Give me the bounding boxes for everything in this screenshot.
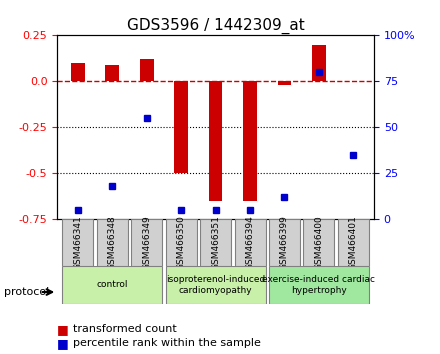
Bar	[278, 81, 291, 85]
FancyBboxPatch shape	[269, 266, 369, 304]
FancyBboxPatch shape	[235, 219, 265, 266]
Text: ■: ■	[57, 323, 69, 336]
Bar	[243, 81, 257, 201]
Text: exercise-induced cardiac
hypertrophy: exercise-induced cardiac hypertrophy	[262, 275, 375, 295]
Text: GSM466349: GSM466349	[142, 215, 151, 270]
FancyBboxPatch shape	[200, 219, 231, 266]
Text: GSM466348: GSM466348	[108, 215, 117, 270]
FancyBboxPatch shape	[166, 266, 265, 304]
Bar	[71, 63, 85, 81]
Text: GSM466400: GSM466400	[315, 215, 323, 270]
Text: GSM466401: GSM466401	[349, 215, 358, 270]
Text: GSM466351: GSM466351	[211, 215, 220, 270]
Text: protocol: protocol	[4, 287, 50, 297]
Text: GSM466341: GSM466341	[73, 215, 82, 270]
Text: GSM466399: GSM466399	[280, 215, 289, 270]
Bar	[312, 45, 326, 81]
FancyBboxPatch shape	[166, 219, 197, 266]
FancyBboxPatch shape	[338, 219, 369, 266]
Text: GSM466394: GSM466394	[246, 215, 254, 270]
FancyBboxPatch shape	[304, 219, 334, 266]
Bar	[209, 81, 223, 201]
Title: GDS3596 / 1442309_at: GDS3596 / 1442309_at	[127, 18, 304, 34]
FancyBboxPatch shape	[62, 219, 93, 266]
Bar	[140, 59, 154, 81]
Text: ■: ■	[57, 337, 69, 350]
FancyBboxPatch shape	[97, 219, 128, 266]
Bar	[174, 81, 188, 173]
Text: GSM466350: GSM466350	[177, 215, 186, 270]
Text: isoproterenol-induced
cardiomyopathy: isoproterenol-induced cardiomyopathy	[166, 275, 265, 295]
Bar	[106, 65, 119, 81]
Text: transformed count: transformed count	[73, 324, 176, 334]
Text: percentile rank within the sample: percentile rank within the sample	[73, 338, 260, 348]
Text: control: control	[96, 280, 128, 290]
FancyBboxPatch shape	[269, 219, 300, 266]
FancyBboxPatch shape	[131, 219, 162, 266]
FancyBboxPatch shape	[62, 266, 162, 304]
